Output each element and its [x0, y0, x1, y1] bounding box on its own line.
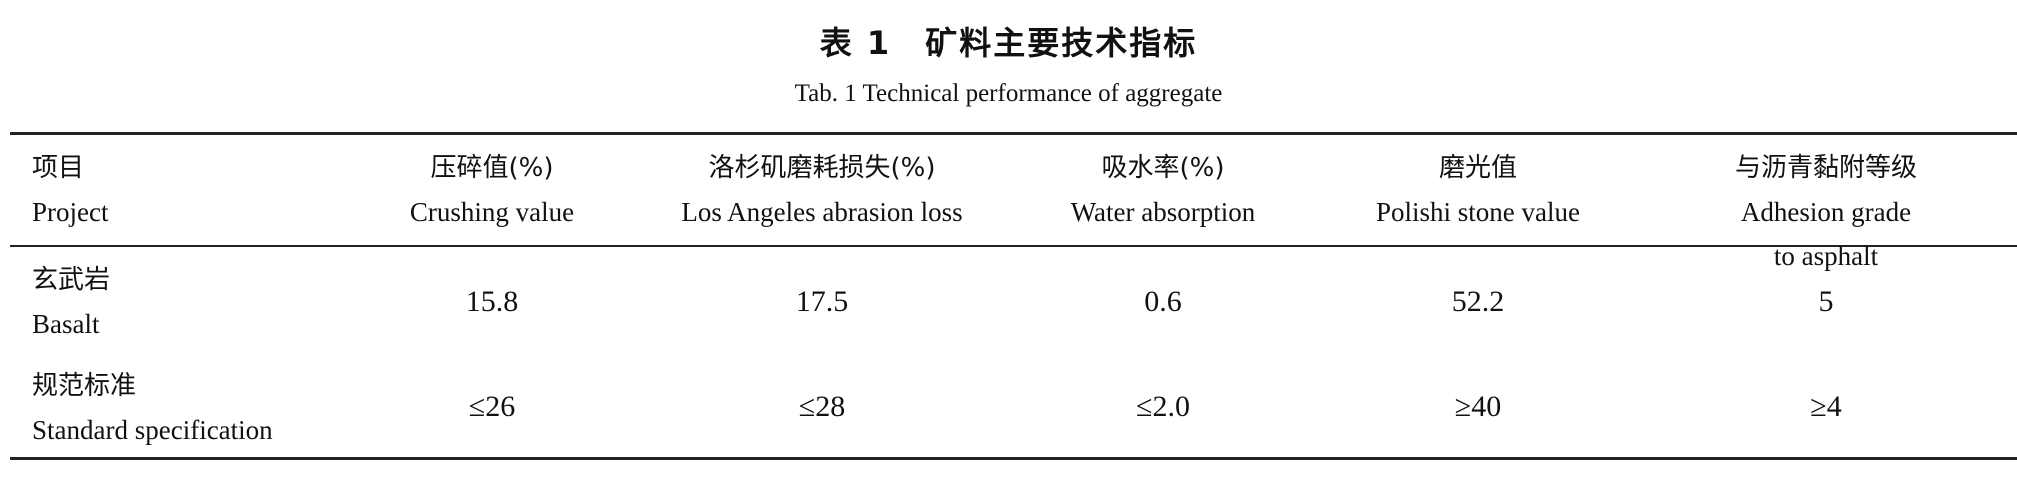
row-label-en: Standard specification	[32, 415, 273, 445]
row-label-basalt: 玄武岩 Basalt	[32, 258, 110, 346]
header-rule	[10, 245, 2017, 247]
table-subtitle: Tab. 1 Technical performance of aggregat…	[794, 80, 1223, 107]
bottom-rule	[10, 457, 2017, 460]
header-la-abrasion: 洛杉矶磨耗损失(%) Los Angeles abrasion loss	[681, 146, 962, 234]
table-cell: ≤28	[798, 390, 846, 423]
header-crushing-value: 压碎值(%) Crushing value	[410, 146, 574, 234]
header-en: Water absorption	[1070, 197, 1256, 227]
header-zh: 吸水率(%)	[1101, 153, 1225, 183]
table-cell: ≥40	[1454, 390, 1502, 423]
row-label-zh: 规范标准	[32, 371, 137, 401]
table-cell: ≤2.0	[1136, 390, 1190, 423]
header-adhesion-grade: 与沥青黏附等级 Adhesion grade to asphalt	[1731, 146, 1922, 278]
header-en: Polishi stone value	[1376, 197, 1580, 227]
header-zh: 与沥青黏附等级	[1734, 153, 1917, 183]
table-cell: 5	[1818, 285, 1834, 318]
row-label-standard: 规范标准 Standard specification	[32, 364, 273, 452]
header-zh: 洛杉矶磨耗损失(%)	[708, 153, 936, 183]
table-cell: 52.2	[1451, 285, 1505, 318]
header-en: Crushing value	[409, 197, 575, 227]
header-polish-value: 磨光值 Polishi stone value	[1376, 146, 1580, 234]
table-title: 表 1 矿料主要技术指标	[819, 24, 1198, 62]
row-label-en: Basalt	[32, 309, 100, 339]
header-zh: 项目	[32, 153, 85, 183]
table-cell: ≤26	[468, 390, 516, 423]
table-cell: 17.5	[795, 285, 849, 318]
table-cell: ≥4	[1810, 390, 1842, 423]
table-cell: 15.8	[465, 285, 519, 318]
header-water-absorption: 吸水率(%) Water absorption	[1071, 146, 1256, 234]
top-rule	[10, 132, 2017, 135]
header-zh: 压碎值(%)	[430, 153, 554, 183]
header-zh: 磨光值	[1438, 153, 1517, 183]
header-en: Los Angeles abrasion loss	[681, 197, 963, 227]
header-en: Adhesion grade to asphalt	[1740, 197, 1912, 271]
row-label-zh: 玄武岩	[32, 265, 111, 295]
header-project: 项目 Project	[32, 146, 108, 234]
table-cell: 0.6	[1144, 285, 1182, 318]
header-en: Project	[32, 197, 109, 227]
